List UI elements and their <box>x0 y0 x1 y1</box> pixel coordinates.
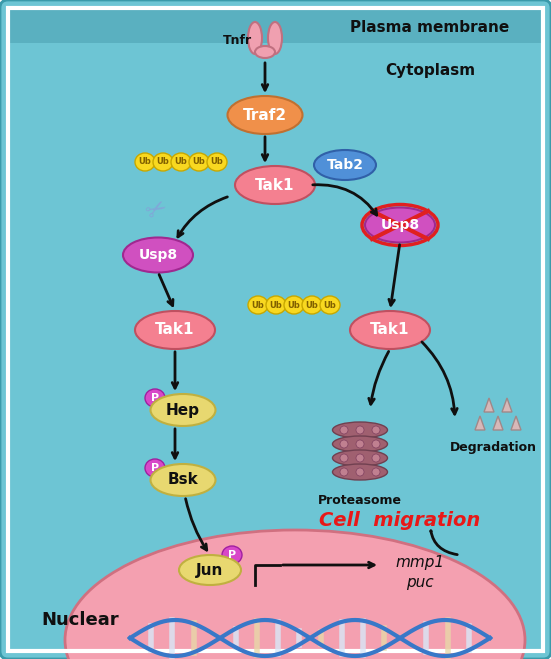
Ellipse shape <box>123 237 193 273</box>
Ellipse shape <box>332 422 387 438</box>
Ellipse shape <box>135 153 155 171</box>
Text: Ub: Ub <box>323 301 336 310</box>
Ellipse shape <box>332 450 387 466</box>
Polygon shape <box>484 398 494 412</box>
Text: Hep: Hep <box>166 403 200 418</box>
Ellipse shape <box>135 311 215 349</box>
Ellipse shape <box>153 153 173 171</box>
Ellipse shape <box>372 426 380 434</box>
Text: ✂: ✂ <box>143 194 173 225</box>
Ellipse shape <box>228 96 302 134</box>
Ellipse shape <box>65 530 525 659</box>
Text: Ub: Ub <box>269 301 282 310</box>
Text: Tak1: Tak1 <box>370 322 410 337</box>
Text: Ub: Ub <box>306 301 318 310</box>
Text: Ub: Ub <box>210 158 223 167</box>
Ellipse shape <box>372 454 380 462</box>
Text: Tnfr: Tnfr <box>223 34 252 47</box>
Ellipse shape <box>372 468 380 476</box>
Ellipse shape <box>332 436 387 452</box>
Text: P: P <box>151 463 159 473</box>
Ellipse shape <box>248 22 262 54</box>
Text: Nuclear: Nuclear <box>41 611 119 629</box>
Ellipse shape <box>356 426 364 434</box>
Ellipse shape <box>284 296 304 314</box>
Text: Plasma membrane: Plasma membrane <box>350 20 510 36</box>
Ellipse shape <box>314 150 376 180</box>
Text: Degradation: Degradation <box>450 442 537 455</box>
Ellipse shape <box>340 454 348 462</box>
Polygon shape <box>475 416 485 430</box>
Ellipse shape <box>255 46 275 58</box>
Text: Tak1: Tak1 <box>155 322 195 337</box>
Text: Usp8: Usp8 <box>380 218 419 232</box>
Ellipse shape <box>320 296 340 314</box>
Ellipse shape <box>340 468 348 476</box>
Polygon shape <box>502 398 512 412</box>
Ellipse shape <box>222 546 242 564</box>
Ellipse shape <box>145 459 165 477</box>
Text: Traf2: Traf2 <box>243 107 287 123</box>
Ellipse shape <box>356 440 364 448</box>
Ellipse shape <box>350 311 430 349</box>
Ellipse shape <box>268 22 282 54</box>
Ellipse shape <box>150 394 215 426</box>
FancyArrowPatch shape <box>431 530 457 555</box>
Text: Ub: Ub <box>156 158 169 167</box>
Text: Tab2: Tab2 <box>327 158 364 172</box>
Ellipse shape <box>356 454 364 462</box>
Text: Ub: Ub <box>288 301 300 310</box>
Text: P: P <box>151 393 159 403</box>
Ellipse shape <box>248 296 268 314</box>
Ellipse shape <box>207 153 227 171</box>
Ellipse shape <box>365 208 435 243</box>
Ellipse shape <box>266 296 286 314</box>
Polygon shape <box>493 416 503 430</box>
Polygon shape <box>511 416 521 430</box>
Ellipse shape <box>235 166 315 204</box>
Ellipse shape <box>332 464 387 480</box>
Text: mmp1: mmp1 <box>396 554 445 569</box>
Text: P: P <box>228 550 236 560</box>
Ellipse shape <box>340 440 348 448</box>
Text: Jun: Jun <box>196 563 224 577</box>
Text: Bsk: Bsk <box>168 473 198 488</box>
Text: Ub: Ub <box>193 158 206 167</box>
Text: Proteasome: Proteasome <box>318 494 402 507</box>
Ellipse shape <box>340 426 348 434</box>
Text: Ub: Ub <box>175 158 187 167</box>
Text: Ub: Ub <box>139 158 152 167</box>
Text: Usp8: Usp8 <box>138 248 177 262</box>
Text: Tak1: Tak1 <box>255 177 295 192</box>
Text: Cytoplasm: Cytoplasm <box>385 63 475 78</box>
Ellipse shape <box>356 468 364 476</box>
Text: puc: puc <box>406 575 434 590</box>
Ellipse shape <box>179 555 241 585</box>
Text: Cell  migration: Cell migration <box>320 511 480 529</box>
FancyBboxPatch shape <box>8 8 543 43</box>
Ellipse shape <box>150 464 215 496</box>
Ellipse shape <box>372 440 380 448</box>
Ellipse shape <box>171 153 191 171</box>
Ellipse shape <box>302 296 322 314</box>
Ellipse shape <box>189 153 209 171</box>
Ellipse shape <box>145 389 165 407</box>
Text: Ub: Ub <box>252 301 264 310</box>
